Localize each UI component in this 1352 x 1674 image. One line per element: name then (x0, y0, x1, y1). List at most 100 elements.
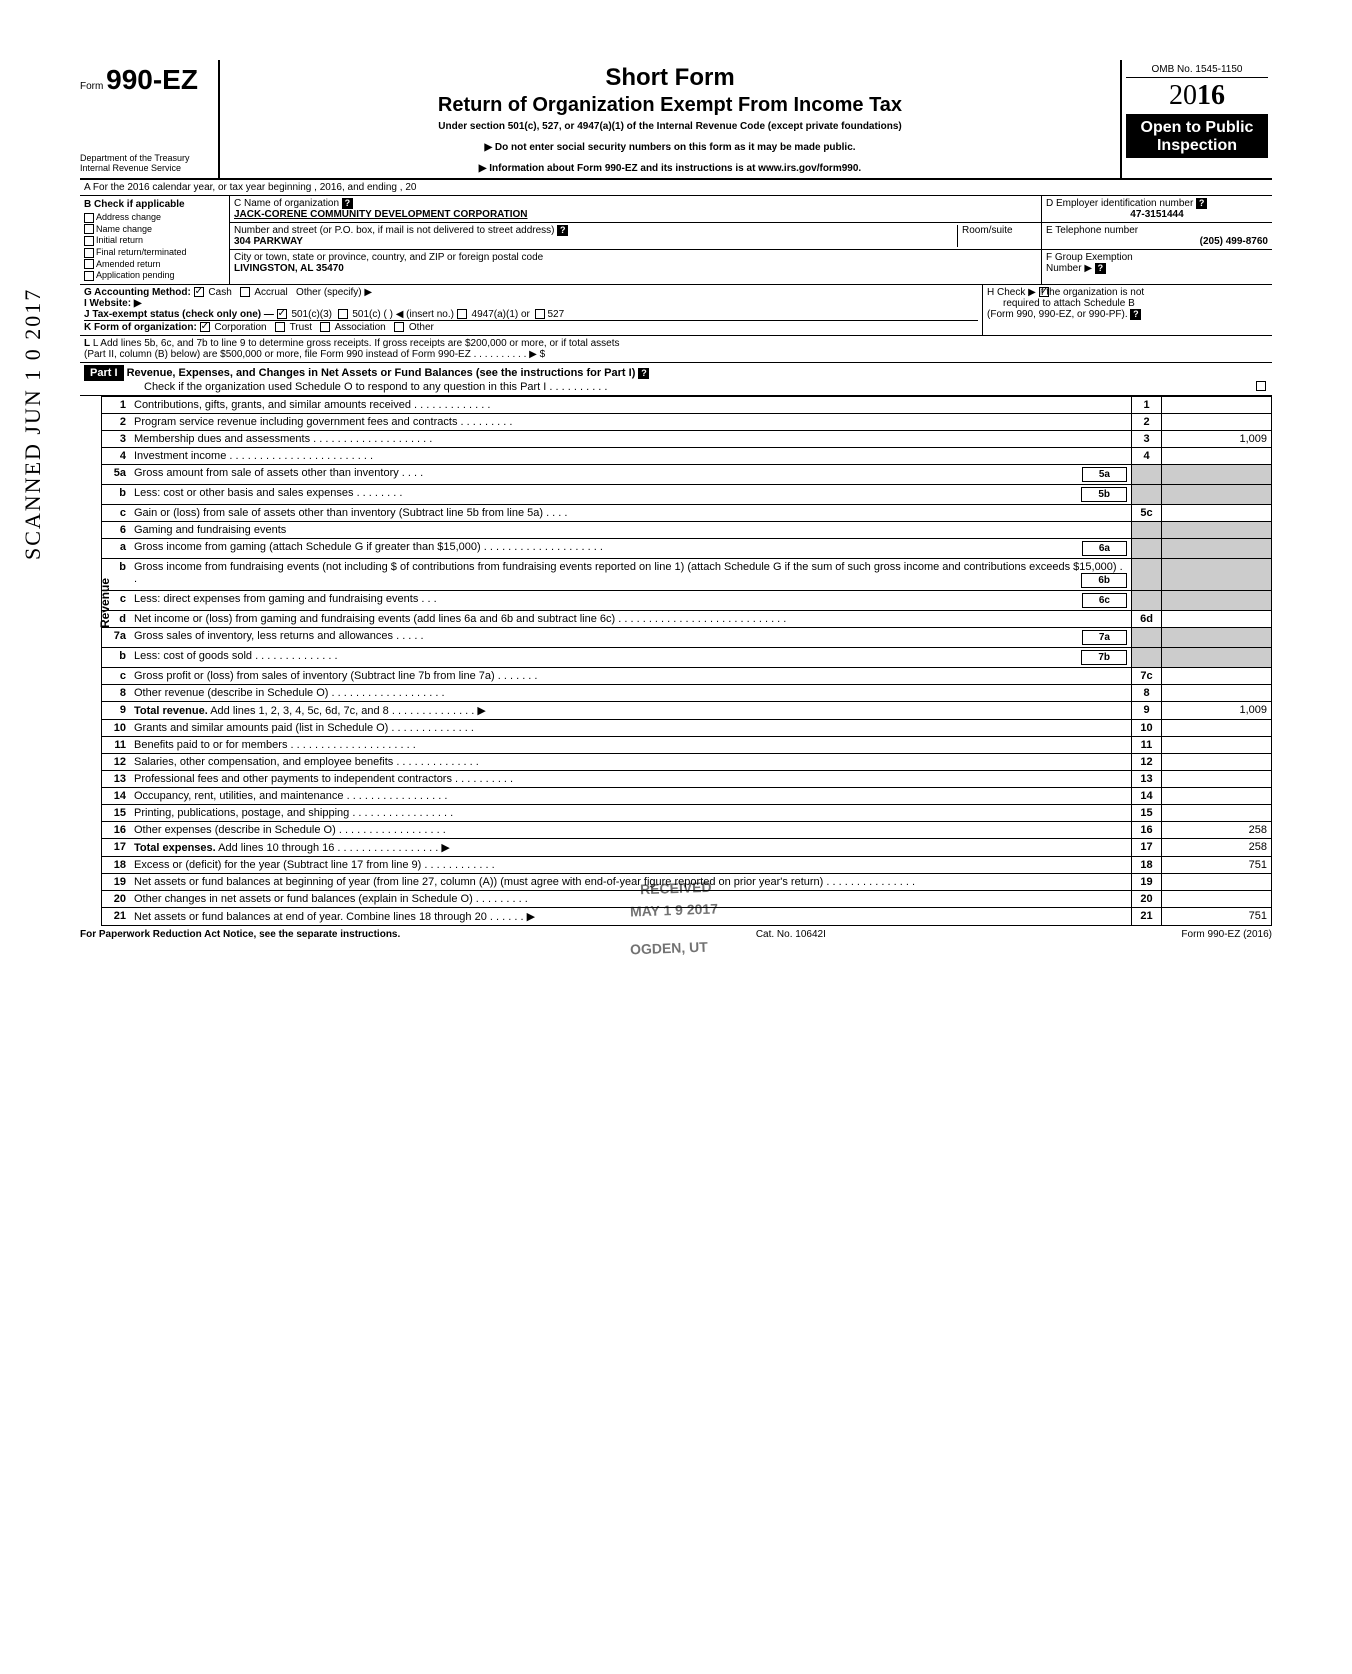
line-box: 16 (1132, 821, 1162, 838)
line-amount-shade (1162, 484, 1272, 504)
tax-year: 2016 (1126, 78, 1268, 115)
check-527[interactable] (535, 309, 545, 319)
line-amount (1162, 610, 1272, 627)
line-number: 18 (102, 856, 130, 873)
line-amount-shade (1162, 538, 1272, 558)
col-b-label: B Check if applicable (84, 199, 225, 210)
line-box: 21 (1132, 907, 1162, 925)
h-label2: required to attach Schedule B (987, 298, 1268, 309)
check-name-change[interactable]: Name change (84, 224, 225, 235)
line-description: Net assets or fund balances at beginning… (130, 873, 1132, 890)
line-box: 10 (1132, 719, 1162, 736)
dept-irs: Internal Revenue Service (80, 164, 210, 174)
check-corporation[interactable] (200, 322, 210, 332)
line-box: 13 (1132, 770, 1162, 787)
line-box: 15 (1132, 804, 1162, 821)
line-number: 21 (102, 907, 130, 925)
line-number: 19 (102, 873, 130, 890)
line-amount (1162, 504, 1272, 521)
line-amount (1162, 667, 1272, 684)
check-final-return[interactable]: Final return/terminated (84, 247, 225, 258)
line-description: Less: cost of goods sold . . . . . . . .… (130, 647, 1132, 667)
line-number: 20 (102, 890, 130, 907)
line-description: Total expenses. Add lines 10 through 16 … (130, 838, 1132, 856)
line-description: Net income or (loss) from gaming and fun… (130, 610, 1132, 627)
line-amount (1162, 890, 1272, 907)
line-description: Membership dues and assessments . . . . … (130, 430, 1132, 447)
f-label: F Group Exemption (1046, 252, 1133, 263)
line-number: 4 (102, 447, 130, 464)
open-to-public: Open to PublicInspection (1126, 115, 1268, 158)
line-box: 1 (1132, 396, 1162, 413)
check-4947[interactable] (457, 309, 467, 319)
line-box: 11 (1132, 736, 1162, 753)
line-box: 6d (1132, 610, 1162, 627)
check-schedule-o[interactable] (1256, 381, 1266, 391)
line-number: 1 (102, 396, 130, 413)
form-header: Form 990-EZ Department of the Treasury I… (80, 60, 1272, 180)
line-box-shade (1132, 538, 1162, 558)
check-501c3[interactable] (277, 309, 287, 319)
stamp-date: MAY 1 9 2017 (630, 900, 718, 919)
line-number: 12 (102, 753, 130, 770)
check-cash[interactable] (194, 287, 204, 297)
line-number: 6 (102, 521, 130, 538)
check-initial-return[interactable]: Initial return (84, 235, 225, 246)
line-box: 7c (1132, 667, 1162, 684)
street-address: 304 PARKWAY (234, 236, 303, 247)
line-number: 15 (102, 804, 130, 821)
room-suite-label: Room/suite (957, 225, 1037, 247)
check-address-change[interactable]: Address change (84, 212, 225, 223)
footer-right: Form 990-EZ (2016) (1181, 929, 1272, 940)
inner-line-box: 5b (1081, 487, 1127, 502)
d-label: D Employer identification number (1046, 198, 1193, 209)
inner-line-box: 6c (1082, 593, 1127, 608)
line-description: Benefits paid to or for members . . . . … (130, 736, 1132, 753)
line-amount (1162, 873, 1272, 890)
l-text: L Add lines 5b, 6c, and 7b to line 9 to … (93, 338, 620, 349)
line-description: Program service revenue including govern… (130, 413, 1132, 430)
line-amount (1162, 787, 1272, 804)
inner-line-box: 5a (1082, 467, 1127, 482)
line-box: 2 (1132, 413, 1162, 430)
phone: (205) 499-8760 (1046, 236, 1268, 247)
line-amount (1162, 447, 1272, 464)
line-number: b (102, 647, 130, 667)
line-box: 3 (1132, 430, 1162, 447)
line-description: Other revenue (describe in Schedule O) .… (130, 684, 1132, 701)
check-amended-return[interactable]: Amended return (84, 259, 225, 270)
line-amount: 1,009 (1162, 430, 1272, 447)
line-box: 14 (1132, 787, 1162, 804)
line-amount-shade (1162, 627, 1272, 647)
stamp-received: RECEIVED (640, 879, 712, 897)
i-website: I Website: ▶ (84, 298, 142, 309)
org-name: JACK-CORENE COMMUNITY DEVELOPMENT CORPOR… (234, 209, 528, 220)
footer: For Paperwork Reduction Act Notice, see … (80, 926, 1272, 940)
lines-table: 1Contributions, gifts, grants, and simil… (102, 396, 1272, 926)
subtitle: Under section 501(c), 527, or 4947(a)(1)… (228, 121, 1112, 132)
line-number: 5a (102, 464, 130, 484)
check-501c[interactable] (338, 309, 348, 319)
line-box: 17 (1132, 838, 1162, 856)
line-amount (1162, 684, 1272, 701)
part1-check-line: Check if the organization used Schedule … (144, 381, 607, 393)
line-amount-shade (1162, 464, 1272, 484)
line-description: Grants and similar amounts paid (list in… (130, 719, 1132, 736)
k-label: K Form of organization: (84, 322, 197, 333)
check-trust[interactable] (275, 322, 285, 332)
line-amount (1162, 804, 1272, 821)
line-number: 8 (102, 684, 130, 701)
line-number: 16 (102, 821, 130, 838)
check-other-org[interactable] (394, 322, 404, 332)
check-application-pending[interactable]: Application pending (84, 270, 225, 281)
row-a-calendar-year: A For the 2016 calendar year, or tax yea… (80, 180, 1272, 196)
line-description: Printing, publications, postage, and shi… (130, 804, 1132, 821)
check-association[interactable] (320, 322, 330, 332)
h-label3: (Form 990, 990-EZ, or 990-PF). ? (987, 309, 1268, 320)
note-info: ▶ Information about Form 990-EZ and its … (228, 163, 1112, 174)
check-accrual[interactable] (240, 287, 250, 297)
line-amount-shade (1162, 558, 1272, 590)
line-box: 12 (1132, 753, 1162, 770)
check-h[interactable] (1039, 287, 1049, 297)
line-description: Gross profit or (loss) from sales of inv… (130, 667, 1132, 684)
